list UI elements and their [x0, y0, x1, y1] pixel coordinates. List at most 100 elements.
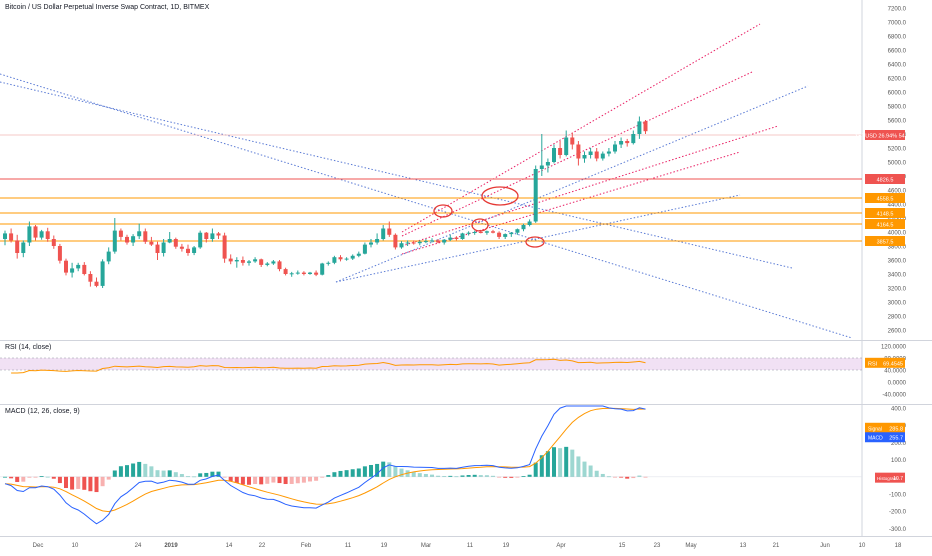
price-pane[interactable]: 7200.0 7000.0 6800.0 6600.0 6400.0 6200.0 6000…: [0, 0, 932, 340]
candle: [289, 273, 294, 275]
time-axis[interactable]: Dec 10 24 2019 14 22 Feb 11 19 Mar 11 19 Apr 15 23 May 1…: [0, 536, 932, 550]
date-tick-label: 19: [503, 543, 510, 549]
histogram-bar: [332, 472, 337, 477]
histogram-bar: [161, 470, 166, 477]
histogram-bar: [198, 473, 203, 477]
candle: [234, 260, 239, 262]
price-tick-label: 6000.0: [888, 91, 907, 97]
histogram-bar: [173, 472, 178, 477]
histogram-bar: [484, 475, 489, 477]
candle: [613, 144, 617, 152]
histogram-bar: [308, 476, 312, 482]
pitchfork-line: [401, 125, 779, 247]
candle: [588, 151, 593, 155]
candle: [472, 232, 477, 233]
candle: [332, 257, 337, 263]
histogram-bar: [131, 463, 136, 477]
candle: [314, 272, 319, 275]
histogram-bar: [478, 475, 483, 477]
candle: [326, 262, 331, 264]
candle: [216, 233, 221, 236]
level-label: [865, 193, 905, 203]
rsi-chart[interactable]: 120.000080.000040.00000.0000-40.0000RSI6…: [0, 341, 932, 404]
histogram-bar: [222, 476, 227, 478]
candle: [491, 231, 495, 233]
descending-trendline: [0, 81, 793, 269]
price-tick-label: 5000.0: [888, 161, 907, 167]
price-tick-label: 6800.0: [888, 35, 907, 41]
candle: [173, 239, 178, 247]
histogram-bar: [375, 463, 380, 477]
histogram-bar: [381, 461, 386, 477]
rsi-band: [0, 358, 862, 370]
date-tick-label: 13: [740, 543, 747, 549]
price-tick-label: 6400.0: [888, 63, 907, 69]
candle: [149, 241, 154, 245]
macd-tick-label: -100.0: [889, 493, 907, 499]
candle: [45, 231, 50, 239]
annotation-ellipse: [525, 236, 545, 248]
date-axis[interactable]: Dec 10 24 2019 14 22 Feb 11 19 Mar 11 19 Apr 15 23 May 1…: [0, 537, 932, 551]
histogram-bar: [545, 451, 550, 477]
price-tick-label: 3600.0: [888, 259, 907, 265]
rsi-pane[interactable]: 120.000080.000040.00000.0000-40.0000RSI6…: [0, 341, 932, 404]
date-tick-label: May: [685, 543, 696, 549]
macd-pane[interactable]: 400.0300.0200.0100.0-100.0-200.0-300.0-4…: [0, 405, 932, 550]
histogram-bar: [539, 455, 544, 477]
macd-title: MACD (12, 26, close, 9): [5, 408, 80, 415]
candle: [338, 257, 343, 260]
histogram-bar: [100, 476, 105, 487]
signal-prefix: Signal: [868, 426, 882, 432]
candle: [210, 233, 215, 239]
candle: [137, 231, 142, 237]
histogram-bar: [582, 461, 587, 477]
macd-tick-label: -200.0: [889, 510, 907, 516]
date-tick-label: 19: [381, 543, 388, 549]
candle: [430, 240, 434, 242]
candle: [606, 151, 611, 154]
price-tick-label: 5200.0: [888, 147, 907, 153]
pane-divider[interactable]: [0, 340, 932, 341]
histogram-bar: [503, 476, 508, 478]
price-tick-label: 3800.0: [888, 245, 907, 251]
signal-value: 285.8: [889, 426, 903, 432]
level-label: [865, 208, 905, 218]
price-chart[interactable]: 7200.0 7000.0 6800.0 6600.0 6400.0 6200.0 6000…: [0, 0, 932, 340]
macd-tick-label: 200.0: [891, 441, 907, 447]
candle: [271, 261, 276, 264]
candle: [265, 263, 270, 265]
rsi-line: [11, 358, 646, 374]
histogram-bar: [362, 466, 367, 477]
histogram-bar: [39, 476, 44, 477]
rsi-tick-label: -40.0000: [882, 393, 906, 399]
histogram-bar: [27, 476, 32, 478]
candle: [283, 269, 288, 274]
histogram-bar: [149, 466, 154, 477]
price-tick-label: 6200.0: [888, 77, 907, 83]
candle: [118, 230, 123, 237]
candle: [387, 228, 392, 235]
pane-divider[interactable]: [0, 404, 932, 405]
candle: [411, 242, 416, 244]
macd-chart[interactable]: 400.0300.0200.0100.0-100.0-200.0-300.0-4…: [0, 405, 932, 550]
histogram-bar: [497, 476, 502, 478]
histogram-bar: [619, 476, 624, 478]
candle: [594, 151, 599, 159]
date-tick-label: Jun: [820, 543, 830, 549]
candle: [198, 232, 203, 248]
candle: [21, 242, 26, 253]
histogram-bar: [320, 476, 325, 478]
candle: [155, 244, 160, 253]
candle: [253, 259, 258, 262]
candle: [545, 162, 550, 166]
date-tick-label: 14: [226, 543, 233, 549]
histogram-bar: [186, 476, 190, 478]
candle: [70, 268, 75, 273]
date-tick-label: Feb: [301, 543, 312, 549]
candle: [497, 232, 502, 237]
candle: [570, 137, 575, 145]
candle: [362, 244, 367, 254]
candle: [448, 237, 453, 240]
candle: [57, 246, 62, 261]
candle: [631, 134, 636, 144]
